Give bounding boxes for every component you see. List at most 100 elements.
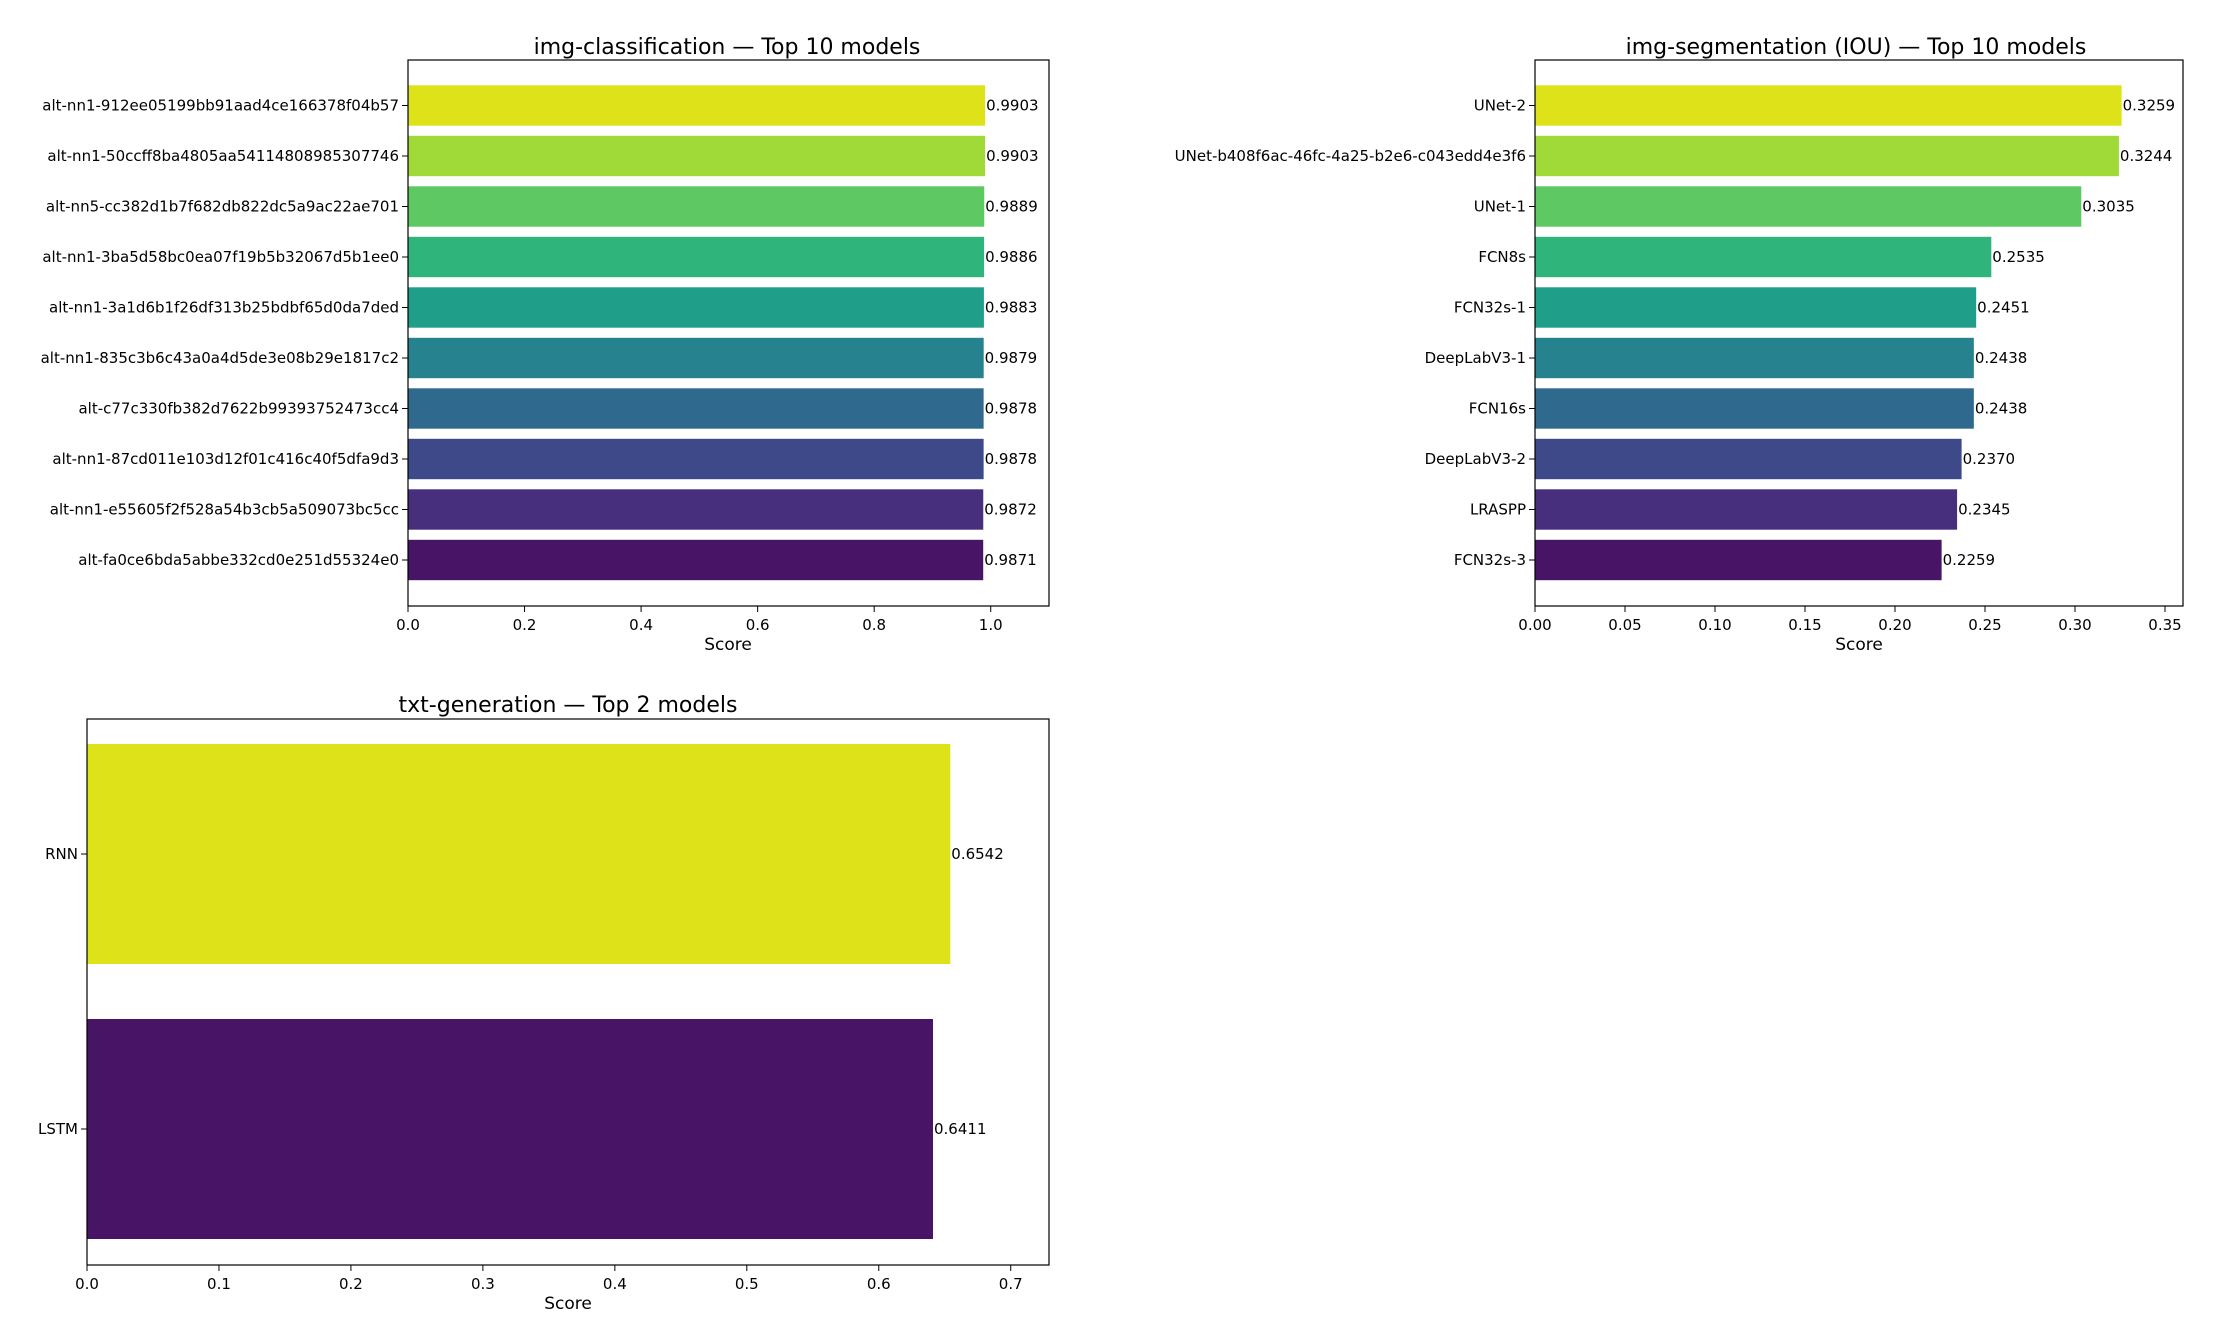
data-label: 0.9889 bbox=[985, 198, 1038, 216]
x-tick-label: 0.5 bbox=[735, 1275, 759, 1293]
chart-title: img-segmentation (IOU) — Top 10 models bbox=[1626, 35, 2087, 60]
bar-group: 0.6542 0.6411 bbox=[87, 744, 1004, 1239]
data-label: 0.9903 bbox=[986, 97, 1039, 115]
chart-title: txt-generation — Top 2 models bbox=[399, 693, 738, 718]
x-tick-label: 0.3 bbox=[471, 1275, 495, 1293]
x-tick-label: 0.0 bbox=[75, 1275, 99, 1293]
y-tick-label: UNet-b408f6ac-46fc-4a25-b2e6-c043edd4e3f… bbox=[1175, 147, 1526, 165]
x-tick-label: 0.35 bbox=[2148, 616, 2181, 634]
data-label: 0.3244 bbox=[2120, 147, 2173, 165]
bar bbox=[408, 236, 985, 278]
y-tick-label: FCN8s bbox=[1478, 248, 1526, 266]
y-tick-label: alt-nn5-cc382d1b7f682db822dc5a9ac22ae701 bbox=[46, 198, 399, 216]
y-tick-label: alt-nn1-50ccff8ba4805aa54114808985307746 bbox=[47, 147, 399, 165]
x-tick-label: 0.2 bbox=[513, 616, 537, 634]
bar bbox=[1535, 489, 1958, 530]
data-label: 0.2259 bbox=[1943, 551, 1996, 569]
bar bbox=[1535, 438, 1962, 480]
bar bbox=[408, 438, 984, 480]
bar bbox=[1535, 337, 1974, 379]
chart-title: img-classification — Top 10 models bbox=[534, 35, 921, 60]
data-label: 0.6411 bbox=[934, 1120, 987, 1138]
bar bbox=[1535, 287, 1977, 328]
data-label: 0.3259 bbox=[2123, 97, 2176, 115]
data-label: 0.9883 bbox=[985, 299, 1038, 317]
bar bbox=[408, 337, 984, 379]
data-label: 0.9872 bbox=[984, 501, 1036, 519]
y-tick-label: FCN16s bbox=[1469, 400, 1526, 418]
x-axis-ticks: RNN LSTM 0.0 0.1 0.2 0.3 0.4 0.5 0.6 0.7 bbox=[38, 845, 1023, 1293]
x-tick-label: 1.0 bbox=[979, 616, 1003, 634]
y-tick-label: alt-nn1-912ee05199bb91aad4ce166378f04b57 bbox=[42, 97, 399, 115]
data-label: 0.3035 bbox=[2082, 198, 2135, 216]
x-tick-label: 0.10 bbox=[1698, 616, 1731, 634]
x-tick-label: 0.8 bbox=[862, 616, 886, 634]
chart-panel-img-classification: img-classification — Top 10 models 0.990… bbox=[41, 35, 1050, 655]
x-tick-label: 0.2 bbox=[339, 1275, 363, 1293]
x-tick-label: 0.00 bbox=[1518, 616, 1551, 634]
y-tick-label: DeepLabV3-1 bbox=[1425, 349, 1526, 367]
bar bbox=[408, 287, 984, 328]
x-tick-label: 0.25 bbox=[1968, 616, 2001, 634]
bar bbox=[408, 489, 984, 530]
x-tick-label: 0.0 bbox=[396, 616, 420, 634]
y-tick-label: LRASPP bbox=[1470, 501, 1526, 519]
data-label: 0.2438 bbox=[1975, 400, 2028, 418]
bar bbox=[87, 744, 951, 964]
bar bbox=[1535, 236, 1992, 278]
x-tick-label: 0.1 bbox=[207, 1275, 231, 1293]
x-tick-label: 0.4 bbox=[629, 616, 653, 634]
bar bbox=[408, 186, 985, 227]
chart-panel-txt-generation: txt-generation — Top 2 models 0.6542 0.64… bbox=[38, 693, 1050, 1314]
plot-frame bbox=[1534, 59, 2184, 607]
bar-group: 0.9903 0.9903 0.9889 0.9886 0.9883 0.9879 0.98… bbox=[408, 85, 1039, 581]
bar bbox=[408, 388, 984, 429]
x-tick-label: 0.15 bbox=[1788, 616, 1821, 634]
x-axis-label: Score bbox=[544, 1294, 592, 1314]
y-tick-label: RNN bbox=[45, 845, 78, 863]
y-tick-label: alt-nn1-87cd011e103d12f01c416c40f5dfa9d3 bbox=[52, 450, 399, 468]
bar bbox=[1535, 85, 2122, 126]
y-tick-label: DeepLabV3-2 bbox=[1425, 450, 1526, 468]
bar bbox=[408, 539, 984, 581]
chart-panel-img-segmentation: img-segmentation (IOU) — Top 10 models 0… bbox=[1175, 35, 2184, 655]
bar bbox=[408, 135, 986, 177]
x-tick-label: 0.05 bbox=[1608, 616, 1641, 634]
data-label: 0.2451 bbox=[1977, 299, 2030, 317]
y-tick-label: LSTM bbox=[38, 1120, 78, 1138]
x-axis-label: Score bbox=[1835, 635, 1883, 655]
data-label: 0.2438 bbox=[1975, 349, 2028, 367]
x-tick-label: 0.6 bbox=[746, 616, 770, 634]
data-label: 0.9878 bbox=[985, 400, 1037, 418]
bar-group: 0.3259 0.3244 0.3035 0.2535 0.2451 0.2438 0.24… bbox=[1535, 85, 2176, 581]
bar bbox=[1535, 388, 1974, 429]
bar bbox=[87, 1019, 934, 1239]
y-tick-label: alt-nn1-3ba5d58bc0ea07f19b5b32067d5b1ee0 bbox=[42, 248, 399, 266]
data-label: 0.9878 bbox=[985, 450, 1037, 468]
x-tick-label: 0.30 bbox=[2058, 616, 2091, 634]
x-tick-label: 0.4 bbox=[603, 1275, 627, 1293]
data-label: 0.9879 bbox=[985, 349, 1038, 367]
y-tick-label: alt-nn1-3a1d6b1f26df313b25bdbf65d0da7ded bbox=[49, 299, 399, 317]
bar bbox=[1535, 135, 2119, 177]
y-tick-label: FCN32s-3 bbox=[1454, 551, 1526, 569]
bar bbox=[1535, 539, 1942, 581]
data-label: 0.2535 bbox=[1992, 248, 2045, 266]
plot-frame bbox=[407, 59, 1050, 607]
x-tick-label: 0.20 bbox=[1878, 616, 1911, 634]
data-label: 0.9903 bbox=[986, 147, 1039, 165]
y-tick-label: UNet-1 bbox=[1474, 198, 1526, 216]
y-tick-label: alt-c77c330fb382d7622b99393752473cc4 bbox=[78, 400, 399, 418]
y-tick-label: alt-nn1-e55605f2f528a54b3cb5a509073bc5cc bbox=[50, 501, 399, 519]
y-tick-label: FCN32s-1 bbox=[1454, 299, 1526, 317]
plot-frame bbox=[86, 718, 1050, 1266]
data-label: 0.9871 bbox=[984, 551, 1037, 569]
data-label: 0.6542 bbox=[951, 845, 1004, 863]
y-tick-label: alt-fa0ce6bda5abbe332cd0e251d55324e0 bbox=[78, 551, 399, 569]
data-label: 0.2370 bbox=[1963, 450, 2016, 468]
data-label: 0.2345 bbox=[1958, 501, 2011, 519]
y-tick-label: UNet-2 bbox=[1474, 97, 1526, 115]
y-tick-label: alt-nn1-835c3b6c43a0a4d5de3e08b29e1817c2 bbox=[41, 349, 399, 367]
x-tick-label: 0.7 bbox=[999, 1275, 1023, 1293]
